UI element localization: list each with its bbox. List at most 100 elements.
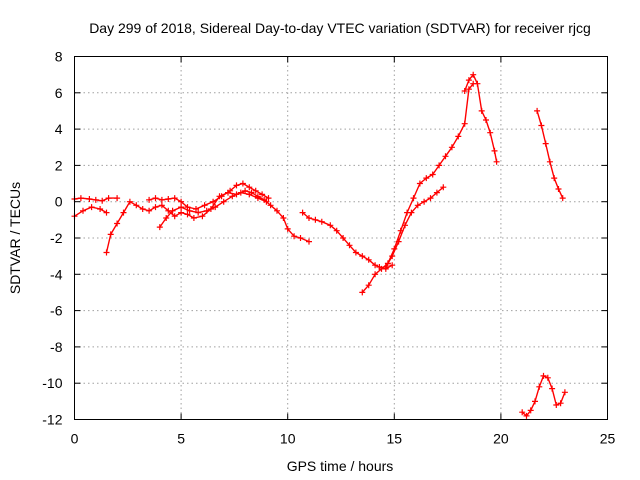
data-point [280,215,287,221]
data-point [267,202,274,209]
data-point [427,195,434,202]
data-point [193,206,199,212]
data-point [184,204,191,211]
data-point [210,198,217,205]
y-tick-label: 0 [55,194,63,210]
data-point [557,400,564,407]
data-point [532,398,538,405]
data-point [372,271,379,278]
data-point [416,180,423,187]
data-point [540,372,547,379]
data-point [103,249,110,256]
data-point [158,202,165,209]
data-point [169,207,176,214]
data-point [80,207,86,214]
data-point [152,204,159,211]
data-point [527,407,534,414]
data-point [103,209,110,216]
data-point [152,195,159,202]
data-point [88,204,95,211]
data-point [318,218,325,225]
data-point [352,249,359,256]
data-point [107,231,114,238]
y-tick-label: -10 [42,375,62,391]
series-track-h [382,184,447,270]
data-point [92,196,99,203]
data-point [555,186,562,192]
series-track-j [534,107,566,202]
data-point [410,195,417,202]
data-point [561,389,568,396]
data-point [105,195,112,202]
data-point [246,191,253,198]
series-line [385,186,444,268]
data-point [487,129,494,136]
data-point [233,182,240,189]
y-tick-label: -2 [50,230,63,246]
data-point [440,184,447,191]
data-point [365,256,372,263]
data-point [212,204,219,211]
data-point [474,80,481,87]
data-point [461,88,468,94]
data-point [239,180,246,187]
data-point [195,209,202,216]
data-point [252,187,259,194]
x-tick-label: 20 [493,431,509,447]
data-point [359,289,366,296]
data-point [534,107,541,114]
data-point [218,193,225,200]
data-point [340,235,347,241]
data-point [259,191,266,198]
data-point [97,206,104,212]
data-point [470,71,477,78]
data-point [551,175,558,182]
data-point [178,209,185,216]
data-point [186,207,193,214]
x-tick-label: 25 [600,431,616,447]
data-point [465,77,472,84]
series-track-i [461,71,500,165]
data-point [99,197,106,204]
data-point [199,213,206,220]
data-point [365,282,372,289]
tick-labels: 0 5 10 15 20 25 -12 -10 -8 -6 -4 -2 0 2 4 6 8 [42,49,615,447]
data-point [542,140,549,147]
data-point [284,225,291,232]
series-track-f [299,209,396,272]
data-series [71,71,568,419]
data-point [158,196,165,203]
data-point [178,204,185,211]
y-tick-label: -12 [42,412,62,428]
data-point [389,262,396,269]
data-point [546,158,553,165]
data-point [291,233,298,240]
y-tick-label: 6 [55,85,63,101]
data-point [423,175,430,182]
data-point [220,198,227,205]
data-point [421,198,428,205]
data-point [382,264,389,270]
data-point [327,222,334,229]
data-point [306,238,312,245]
data-point [378,265,385,272]
data-point [227,187,234,194]
x-tick-label: 0 [71,431,79,447]
data-point [86,196,93,202]
series-track-c [103,187,312,256]
y-tick-label: 4 [55,121,63,137]
series-track-b [71,204,110,220]
data-point [254,195,261,202]
data-point [549,385,556,392]
y-axis-label: SDTVAR / TECUs [7,182,23,294]
data-point [299,209,306,216]
data-point [120,209,127,216]
data-point [171,195,178,202]
data-point [114,195,121,202]
y-tick-label: -8 [50,339,63,355]
data-point [146,196,153,203]
data-point [333,227,340,234]
x-tick-label: 10 [280,431,296,447]
data-point [478,107,485,114]
